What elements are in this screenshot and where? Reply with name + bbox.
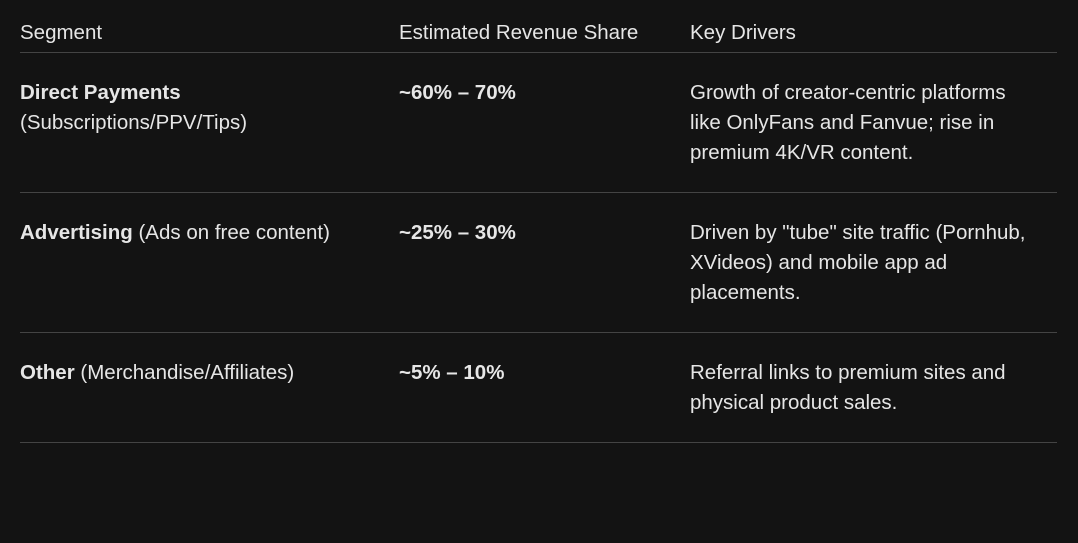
share-value: ~25% – 30% — [399, 221, 516, 244]
segment-name: Other — [20, 361, 75, 384]
share-value: ~5% – 10% — [399, 361, 505, 384]
table-row: Advertising (Ads on free content) ~25% –… — [20, 192, 1057, 333]
segment-cell: Advertising (Ads on free content) — [20, 192, 399, 333]
table-row: Direct Payments (Subscriptions/PPV/Tips) … — [20, 52, 1057, 193]
share-value: ~60% – 70% — [399, 81, 516, 104]
segment-name: Advertising — [20, 221, 133, 244]
share-cell: ~5% – 10% — [399, 332, 690, 443]
header-revenue-share: Estimated Revenue Share — [399, 0, 690, 53]
segment-cell: Direct Payments (Subscriptions/PPV/Tips) — [20, 52, 399, 193]
table-row: Other (Merchandise/Affiliates) ~5% – 10%… — [20, 332, 1057, 443]
segment-note: (Ads on free content) — [138, 221, 330, 244]
drivers-cell: Driven by "tube" site traffic (Pornhub, … — [690, 192, 1057, 333]
segment-name: Direct Payments — [20, 81, 181, 104]
share-cell: ~25% – 30% — [399, 192, 690, 333]
header-segment: Segment — [20, 0, 399, 53]
drivers-cell: Growth of creator-centric platforms like… — [690, 52, 1057, 193]
segment-cell: Other (Merchandise/Affiliates) — [20, 332, 399, 443]
segment-note: (Merchandise/Affiliates) — [80, 361, 295, 384]
share-cell: ~60% – 70% — [399, 52, 690, 193]
header-key-drivers: Key Drivers — [690, 0, 1057, 53]
revenue-segment-table: Segment Estimated Revenue Share Key Driv… — [20, 0, 1057, 443]
segment-note: (Subscriptions/PPV/Tips) — [20, 111, 248, 134]
drivers-cell: Referral links to premium sites and phys… — [690, 332, 1057, 443]
table-header-row: Segment Estimated Revenue Share Key Driv… — [20, 0, 1057, 53]
